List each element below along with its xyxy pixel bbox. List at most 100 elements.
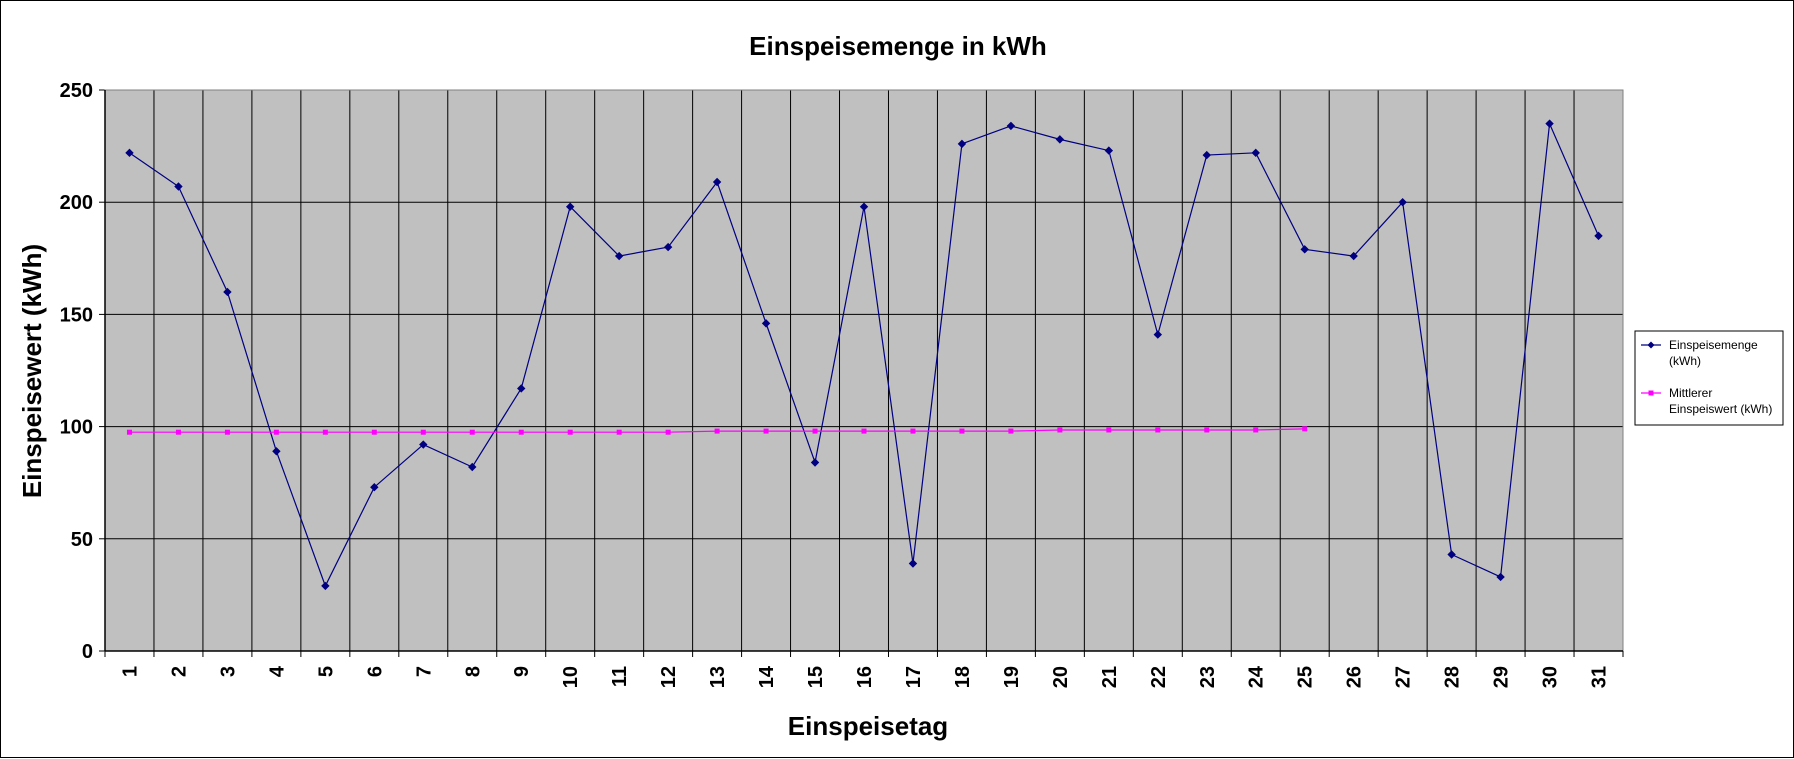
data-point (1057, 427, 1063, 433)
data-point (565, 202, 575, 211)
data-point (1496, 572, 1505, 582)
y-tick-label: 50 (71, 529, 93, 551)
legend-swatch-marker (1647, 341, 1655, 349)
data-point (420, 429, 426, 435)
data-point (910, 428, 916, 434)
data-point (174, 182, 183, 191)
legend-label: (kWh) (1669, 354, 1701, 368)
x-tick-label: 22 (1148, 666, 1170, 688)
data-point (1008, 428, 1014, 434)
data-point (1302, 426, 1308, 432)
data-point (812, 428, 818, 434)
x-tick-label: 4 (266, 665, 288, 677)
data-point (1006, 121, 1016, 131)
x-axis-title: Einspeisetag (788, 711, 948, 741)
data-point (763, 428, 769, 434)
x-tick-label: 12 (658, 666, 680, 688)
x-tick-label: 28 (1442, 666, 1464, 688)
legend-label: Einspeiswert (kWh) (1669, 402, 1772, 416)
data-point (957, 139, 967, 149)
y-tick-label: 150 (60, 304, 93, 326)
x-tick-label: 21 (1099, 666, 1121, 688)
data-point (1055, 135, 1065, 144)
y-tick-label: 0 (82, 641, 93, 663)
y-tick-label: 100 (60, 417, 93, 439)
plot-background (105, 90, 1623, 651)
data-point (614, 251, 624, 261)
data-point (714, 428, 720, 434)
x-tick-label: 23 (1197, 666, 1219, 688)
x-tick-label: 8 (462, 666, 484, 677)
data-point (1204, 427, 1210, 433)
x-tick-label: 13 (707, 666, 729, 688)
data-point (665, 429, 671, 435)
data-point (616, 429, 622, 435)
data-point (175, 429, 181, 435)
data-point (322, 429, 328, 435)
legend: Einspeisemenge (kWh) Mittlerer Einspeiswert… (1634, 330, 1784, 426)
data-point (959, 428, 965, 434)
data-point (518, 429, 524, 435)
x-tick-label: 14 (756, 665, 778, 688)
data-point (567, 429, 573, 435)
x-tick-label: 25 (1295, 666, 1317, 688)
x-tick-label: 3 (217, 666, 239, 677)
data-point (125, 148, 134, 158)
x-tick-label: 24 (1246, 665, 1268, 688)
data-point (1104, 146, 1114, 155)
legend-box (1634, 330, 1784, 426)
x-tick-label: 5 (315, 666, 337, 677)
x-tick-label: 17 (903, 666, 925, 688)
data-point (1349, 251, 1358, 261)
x-tick-label: 1 (119, 666, 141, 677)
y-tick-label: 200 (60, 192, 93, 214)
x-tick-label: 9 (511, 666, 533, 677)
x-tick-label: 19 (1001, 666, 1023, 688)
data-point (1155, 427, 1161, 433)
data-point (419, 440, 428, 449)
data-point (1398, 197, 1407, 207)
data-point (1106, 427, 1112, 433)
chart-title: Einspeisemenge in kWh (749, 31, 1047, 61)
x-tick-label: 31 (1589, 666, 1611, 688)
x-tick-label: 30 (1540, 666, 1562, 688)
data-point (224, 429, 230, 435)
data-point (223, 287, 232, 297)
data-point (859, 202, 869, 211)
data-point (861, 428, 867, 434)
y-axis-title: Einspeisewert (kWh) (17, 244, 47, 498)
x-tick-label: 2 (168, 666, 190, 677)
data-point (1545, 119, 1554, 128)
data-point (468, 462, 477, 472)
data-point (371, 429, 377, 435)
data-point (712, 177, 722, 187)
y-tick-label: 250 (60, 80, 93, 102)
data-point (272, 447, 281, 456)
x-tick-label: 15 (805, 666, 827, 688)
x-tick-label: 26 (1344, 666, 1366, 688)
x-tick-label: 29 (1491, 666, 1513, 688)
x-tick-label: 18 (952, 666, 974, 688)
x-tick-label: 6 (364, 666, 386, 677)
data-point (810, 458, 820, 467)
data-point (1447, 550, 1456, 559)
data-point (517, 384, 526, 393)
x-tick-label: 16 (854, 666, 876, 688)
data-point (321, 581, 330, 591)
data-point (1300, 245, 1309, 254)
data-point (1153, 330, 1163, 339)
data-point (126, 429, 132, 435)
data-point (469, 429, 475, 435)
x-tick-label: 10 (560, 666, 582, 688)
x-tick-label: 27 (1393, 666, 1415, 688)
data-point (908, 559, 918, 568)
data-point (761, 319, 771, 328)
data-point (273, 429, 279, 435)
series-1 (125, 119, 1603, 591)
x-tick-label: 11 (609, 666, 631, 687)
x-tick-label: 7 (413, 666, 435, 677)
legend-label: Einspeisemenge (1669, 338, 1758, 352)
